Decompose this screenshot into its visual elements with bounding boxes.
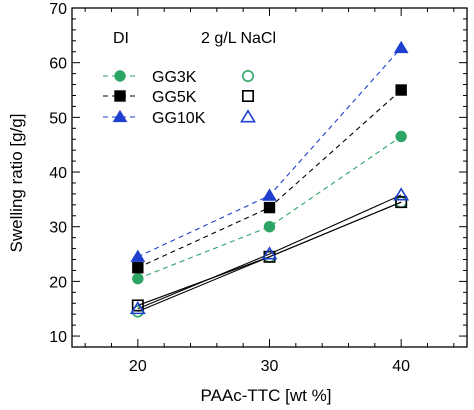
series-line-gg5k-nacl	[137, 201, 402, 306]
data-point-gg3k-di	[263, 221, 276, 233]
y-tick-label: 10	[49, 329, 67, 346]
legend-label-gg3k: GG3K	[152, 69, 197, 86]
data-point-gg10k-di	[130, 249, 146, 262]
legend-header-nacl: 2 g/L NaCl	[201, 30, 276, 47]
axes: 10 20 30 40 50 60 70 20 30 40	[49, 1, 467, 375]
legend-label-gg5k: GG5K	[152, 89, 197, 106]
legend-marker-gg3k-nacl	[242, 70, 255, 83]
data-point-gg5k-di	[263, 201, 276, 214]
legend-marker-gg10k-di	[112, 109, 128, 123]
data-point-gg5k-nacl	[131, 299, 144, 312]
y-tick-label: 50	[49, 110, 67, 127]
data-point-gg5k-di	[132, 262, 144, 274]
data-point-gg10k-di	[262, 188, 277, 201]
y-tick-label: 40	[49, 165, 67, 182]
plot-border	[71, 7, 468, 348]
x-tick-label: 30	[261, 358, 279, 375]
data-point-gg5k-nacl	[395, 196, 408, 209]
legend-marker-gg3k-di	[114, 70, 126, 82]
data-point-gg5k-di	[395, 84, 407, 96]
y-tick-label: 30	[49, 220, 67, 237]
legend-marker-gg5k-di	[114, 90, 126, 102]
data-point-gg10k-nacl	[261, 246, 278, 260]
data-point-gg10k-nacl	[393, 187, 410, 201]
y-axis-title: Swelling ratio [g/g]	[7, 114, 26, 253]
legend-marker-gg5k-nacl	[242, 90, 255, 103]
data-point-gg3k-di	[395, 130, 407, 143]
series-lines	[137, 47, 402, 312]
data-point-gg10k-nacl	[129, 300, 146, 315]
legend-marker-gg10k-nacl	[240, 109, 256, 123]
data-point-gg10k-di	[393, 40, 409, 54]
y-tick-label: 60	[49, 56, 67, 73]
x-axis-title: PAAc-TTC [wt %]	[201, 386, 332, 405]
plot-frame	[71, 7, 468, 348]
data-point-gg3k-di	[132, 272, 144, 285]
y-tick-label: 70	[49, 1, 67, 18]
y-tick-label: 20	[49, 274, 67, 291]
x-tick-label: 40	[392, 358, 410, 375]
series-line-gg3k-di	[137, 136, 402, 280]
legend-label-gg10k: GG10K	[152, 110, 206, 127]
legend-header-di: DI	[113, 30, 129, 47]
series-line-gg10k-nacl	[137, 194, 402, 310]
x-tick-label: 20	[129, 358, 147, 375]
legend: DI 2 g/L NaCl GG3K GG5K GG10K	[103, 30, 276, 127]
series-markers	[129, 40, 410, 318]
